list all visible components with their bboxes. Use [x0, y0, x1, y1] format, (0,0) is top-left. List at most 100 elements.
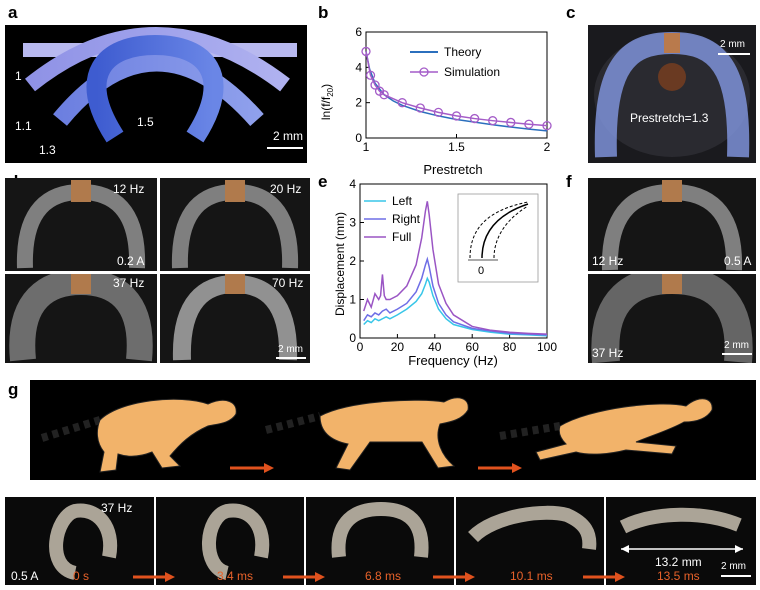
chart-b-xtick-label: 1 — [363, 140, 370, 154]
chart-b-point-simulation — [361, 46, 371, 57]
arch-photo-c — [588, 25, 756, 163]
panel-g-cheetah-strip — [30, 380, 756, 480]
span-arrow — [621, 545, 743, 553]
arch-render-image — [23, 27, 297, 143]
chart-b-series — [361, 46, 552, 132]
chart-e-ytick-label: 4 — [349, 178, 356, 191]
panel-label-g: g — [8, 380, 19, 399]
freq-label-70: 70 Hz — [272, 276, 304, 290]
scale-bar-h — [721, 575, 751, 577]
scale-bar-f — [722, 353, 752, 355]
freq-label-20: 20 Hz — [270, 182, 302, 196]
chart-e-ytick-label: 3 — [349, 216, 356, 230]
freq-label-12: 12 Hz — [113, 182, 145, 196]
chart-b-axes: 1 1.5 2 0 2 4 6 — [355, 25, 550, 154]
chart-b-point-simulation — [542, 120, 552, 131]
chart-b-xlabel: Prestretch — [423, 162, 482, 177]
chart-b-point-simulation — [397, 98, 407, 108]
chart-e-xtick-label: 40 — [428, 340, 442, 354]
chart-b-ytick-label: 2 — [355, 96, 362, 110]
panel-f-frame-37hz: 37 Hz 2 mm — [588, 274, 756, 363]
chart-e: 0 20 40 60 80 100 0 1 2 3 4 Frequency (Hz) Displac… — [333, 178, 557, 368]
arch-photo-f1 — [588, 178, 756, 271]
chart-b-ytick-label: 0 — [355, 131, 362, 145]
chart-e-xtick-label: 80 — [503, 340, 517, 354]
chart-e-series-full — [363, 201, 548, 335]
chart-e-xlabel: Frequency (Hz) — [408, 353, 498, 368]
prestretch-text: Prestretch=1.3 — [630, 111, 709, 125]
scale-bar-d — [276, 357, 306, 359]
chart-b-legend: Theory Simulation — [410, 45, 500, 79]
chart-b-ylabel: ln(f/f20) — [319, 84, 335, 120]
prestretch-label-1-5: 1.5 — [137, 115, 154, 129]
chart-b-ytick-label: 6 — [355, 25, 362, 39]
freq-label-f-12: 12 Hz — [592, 254, 624, 268]
legend-label-right: Right — [392, 212, 421, 226]
current-label-h: 0.5 A — [11, 569, 39, 583]
panel-f-frame-12hz: 12 Hz 0.5 A — [588, 178, 756, 271]
span-label: 13.2 mm — [655, 555, 702, 569]
chart-b-ytick-label: 4 — [355, 60, 362, 74]
arch-photo-d2 — [160, 178, 310, 271]
legend-label-simulation: Simulation — [444, 65, 500, 79]
legend-label-left: Left — [392, 194, 413, 208]
arrow-g-2 — [478, 463, 522, 473]
chart-e-series-right — [363, 256, 548, 336]
arrow-h-3 — [433, 572, 475, 582]
scale-bar-a — [267, 147, 303, 149]
panel-label-f: f — [566, 172, 572, 191]
chart-b-point-simulation — [365, 70, 376, 80]
panel-d-frame-70hz: 70 Hz 2 mm — [160, 274, 310, 363]
inset-curve-left — [469, 201, 529, 259]
freq-label-f-37: 37 Hz — [592, 346, 624, 360]
panel-c-photo: Prestretch=1.3 2 mm — [588, 25, 756, 163]
freq-label-h: 37 Hz — [101, 501, 133, 515]
freq-label-37: 37 Hz — [113, 276, 145, 290]
time-label-4: 13.5 ms — [657, 569, 700, 583]
chart-b: 1 1.5 2 0 2 4 6 Prestretch ln(f/f20) Theory Si… — [319, 25, 552, 177]
scale-label-d: 2 mm — [278, 344, 303, 355]
arrow-h-2 — [283, 572, 325, 582]
panel-h-sequence: 37 Hz 0.5 A 0 s 3.4 ms 6.8 ms 10.1 ms 13… — [5, 497, 756, 585]
chart-e-xtick-label: 60 — [466, 340, 480, 354]
arch-photo-d1 — [5, 178, 157, 271]
chart-b-series-simulation — [365, 51, 548, 127]
cheetah-illustration — [40, 397, 713, 473]
time-label-3: 10.1 ms — [510, 569, 553, 583]
legend-label-theory: Theory — [444, 45, 481, 59]
chart-b-point-simulation — [433, 107, 444, 118]
chart-b-point-simulation — [488, 116, 498, 126]
panel-label-a: a — [8, 3, 18, 22]
time-label-1: 3.4 ms — [217, 569, 254, 583]
inset-curve-right — [493, 205, 529, 259]
chart-b-xtick-label: 1.5 — [448, 140, 465, 154]
chart-e-ytick-label: 0 — [349, 331, 356, 345]
current-label-d: 0.2 A — [117, 254, 145, 268]
scale-label-a: 2 mm — [273, 129, 303, 143]
chart-e-ytick-label: 2 — [349, 254, 356, 268]
arch-sequence-photos — [5, 497, 756, 585]
cheetah-3 — [499, 398, 713, 461]
arch-photo-d3 — [5, 274, 157, 363]
arrow-h-4 — [583, 572, 625, 582]
cheetah-1 — [40, 398, 237, 473]
prestretch-label-1-1: 1.1 — [15, 119, 32, 133]
cheetah-2 — [264, 397, 469, 471]
panel-d-frame-12hz: 12 Hz 0.2 A — [5, 178, 157, 271]
chart-b-xtick-label: 2 — [544, 140, 551, 154]
current-label-f: 0.5 A — [724, 254, 752, 268]
panel-label-c: c — [566, 3, 576, 22]
chart-e-inset: 0 — [457, 193, 539, 283]
chart-b-point-simulation — [524, 119, 534, 129]
chart-e-xtick-label: 100 — [537, 340, 557, 354]
panel-a-render: 1 1.1 1.3 1.5 2 mm — [5, 25, 307, 163]
chart-e-xtick-label: 20 — [391, 340, 405, 354]
inset-curve-center — [481, 203, 529, 259]
legend-label-full: Full — [392, 230, 411, 244]
chart-e-xtick-label: 0 — [357, 340, 364, 354]
legend-marker-simulation — [419, 67, 429, 77]
scale-label-f: 2 mm — [724, 340, 749, 351]
chart-b-point-simulation — [370, 80, 380, 90]
scale-label-h: 2 mm — [721, 561, 746, 572]
time-label-2: 6.8 ms — [365, 569, 402, 583]
